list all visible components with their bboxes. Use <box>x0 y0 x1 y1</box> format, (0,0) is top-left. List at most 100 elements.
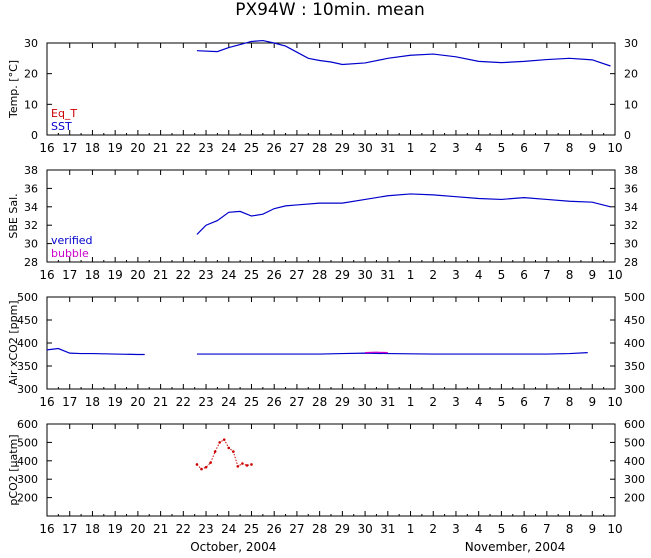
x-tick-label: 27 <box>289 522 304 536</box>
y-tick-label-right: 450 <box>624 314 645 327</box>
x-tick-label: 23 <box>198 268 213 282</box>
x-tick-label: 23 <box>198 141 213 155</box>
x-tick-label: 22 <box>176 395 191 409</box>
x-tick-label: 31 <box>380 522 395 536</box>
y-axis-label: Air xCO2 [ppm] <box>7 300 20 385</box>
x-tick-label: 6 <box>520 395 528 409</box>
x-tick-label: 17 <box>62 141 77 155</box>
x-tick-label: 19 <box>108 268 123 282</box>
x-tick-label: 16 <box>39 395 54 409</box>
x-tick-label: 8 <box>566 141 574 155</box>
x-tick-label: 1 <box>407 141 415 155</box>
x-tick-label: 22 <box>176 268 191 282</box>
y-tick-label-right: 28 <box>624 256 638 269</box>
y-tick-label-left: 36 <box>24 182 38 195</box>
panel-frame <box>46 42 616 136</box>
y-tick-label-right: 20 <box>624 68 638 81</box>
x-tick-label: 23 <box>198 395 213 409</box>
x-tick-label: 19 <box>108 522 123 536</box>
month-label-november: November, 2004 <box>465 540 566 554</box>
legend-entry: bubble <box>51 247 89 260</box>
scatter-trace <box>196 438 252 470</box>
series-line <box>46 347 145 356</box>
x-tick-label: 9 <box>588 268 596 282</box>
x-tick-label: 10 <box>607 141 622 155</box>
x-tick-label: 21 <box>153 268 168 282</box>
x-tick-label: 25 <box>244 141 259 155</box>
x-tick-label: 1 <box>407 395 415 409</box>
x-tick-label: 7 <box>543 268 551 282</box>
x-tick-label: 18 <box>85 268 100 282</box>
x-tick-label: 3 <box>452 522 460 536</box>
x-tick-label: 31 <box>380 395 395 409</box>
x-tick-label: 27 <box>289 395 304 409</box>
x-tick-label: 20 <box>130 522 145 536</box>
x-tick-label: 26 <box>267 395 282 409</box>
x-tick-label: 5 <box>498 522 506 536</box>
x-tick-label: 25 <box>244 268 259 282</box>
x-tick-label: 18 <box>85 395 100 409</box>
x-tick-label: 27 <box>289 141 304 155</box>
x-tick-label: 8 <box>566 395 574 409</box>
x-tick-label: 24 <box>221 522 236 536</box>
y-tick-label-left: 300 <box>17 473 38 486</box>
x-tick-label: 30 <box>357 395 372 409</box>
x-tick-label: 1 <box>407 522 415 536</box>
y-tick-label-left: 450 <box>17 314 38 327</box>
x-tick-label: 19 <box>108 141 123 155</box>
x-tick-label: 17 <box>62 395 77 409</box>
x-tick-label: 21 <box>153 522 168 536</box>
y-tick-label-left: 0 <box>31 129 38 142</box>
x-tick-label: 6 <box>520 141 528 155</box>
x-tick-label: 28 <box>312 522 327 536</box>
series-line-sst <box>196 39 611 67</box>
y-tick-label-left: 500 <box>17 436 38 449</box>
x-tick-label: 2 <box>429 268 437 282</box>
x-tick-label: 19 <box>108 395 123 409</box>
panel-2: 16 17 18 19 20 21 22 23 24 25 26 27 28 29 30 31 1 2 3 4 5 6 7 8… <box>7 164 638 282</box>
chart-title: PX94W : 10min. mean <box>235 0 425 20</box>
x-tick-label: 27 <box>289 268 304 282</box>
y-tick-label-right: 36 <box>624 182 638 195</box>
x-tick-label: 9 <box>588 522 596 536</box>
x-tick-label: 6 <box>520 522 528 536</box>
x-tick-label: 3 <box>452 395 460 409</box>
y-axis-label: SBE Sal. <box>7 193 20 238</box>
y-tick-label-right: 350 <box>624 360 645 373</box>
y-tick-label-left: 400 <box>17 455 38 468</box>
y-tick-label-right: 300 <box>624 473 645 486</box>
y-tick-label-left: 10 <box>24 98 38 111</box>
x-tick-label: 16 <box>39 141 54 155</box>
y-tick-label-right: 38 <box>624 164 638 177</box>
x-tick-label: 24 <box>221 141 236 155</box>
y-tick-label-right: 30 <box>624 37 638 50</box>
panel-frame <box>46 169 616 263</box>
x-tick-label: 25 <box>244 522 259 536</box>
x-tick-label: 26 <box>267 268 282 282</box>
x-tick-label: 4 <box>475 141 483 155</box>
x-tick-label: 9 <box>588 141 596 155</box>
y-tick-label-left: 38 <box>24 164 38 177</box>
series-line-verified <box>196 193 611 235</box>
panel-frame <box>46 423 616 517</box>
x-tick-label: 8 <box>566 268 574 282</box>
x-tick-label: 2 <box>429 522 437 536</box>
x-tick-label: 5 <box>498 395 506 409</box>
x-tick-label: 22 <box>176 522 191 536</box>
y-tick-label-right: 34 <box>624 201 638 214</box>
x-tick-label: 21 <box>153 395 168 409</box>
x-tick-label: 3 <box>452 141 460 155</box>
panel-frame <box>46 296 616 390</box>
y-tick-label-left: 600 <box>17 418 38 431</box>
y-tick-label-left: 20 <box>24 68 38 81</box>
y-axis-label: Temp. [°C] <box>7 60 20 119</box>
y-tick-label-right: 500 <box>624 436 645 449</box>
x-tick-label: 31 <box>380 268 395 282</box>
x-tick-label: 9 <box>588 395 596 409</box>
y-tick-label-left: 500 <box>17 291 38 304</box>
month-label-october: October, 2004 <box>190 540 276 554</box>
x-tick-label: 18 <box>85 141 100 155</box>
x-tick-label: 28 <box>312 268 327 282</box>
legend-entry: verified <box>51 234 93 247</box>
x-tick-label: 17 <box>62 522 77 536</box>
